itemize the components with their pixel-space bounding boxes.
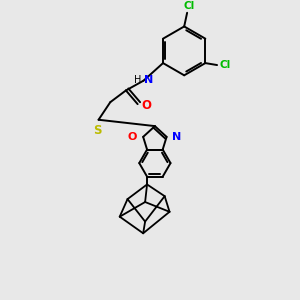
Text: N: N bbox=[145, 75, 154, 85]
Text: Cl: Cl bbox=[184, 1, 195, 11]
Text: Cl: Cl bbox=[219, 60, 230, 70]
Text: O: O bbox=[142, 99, 152, 112]
Text: O: O bbox=[128, 132, 137, 142]
Text: N: N bbox=[172, 132, 182, 142]
Text: S: S bbox=[93, 124, 102, 137]
Text: H: H bbox=[134, 75, 142, 85]
